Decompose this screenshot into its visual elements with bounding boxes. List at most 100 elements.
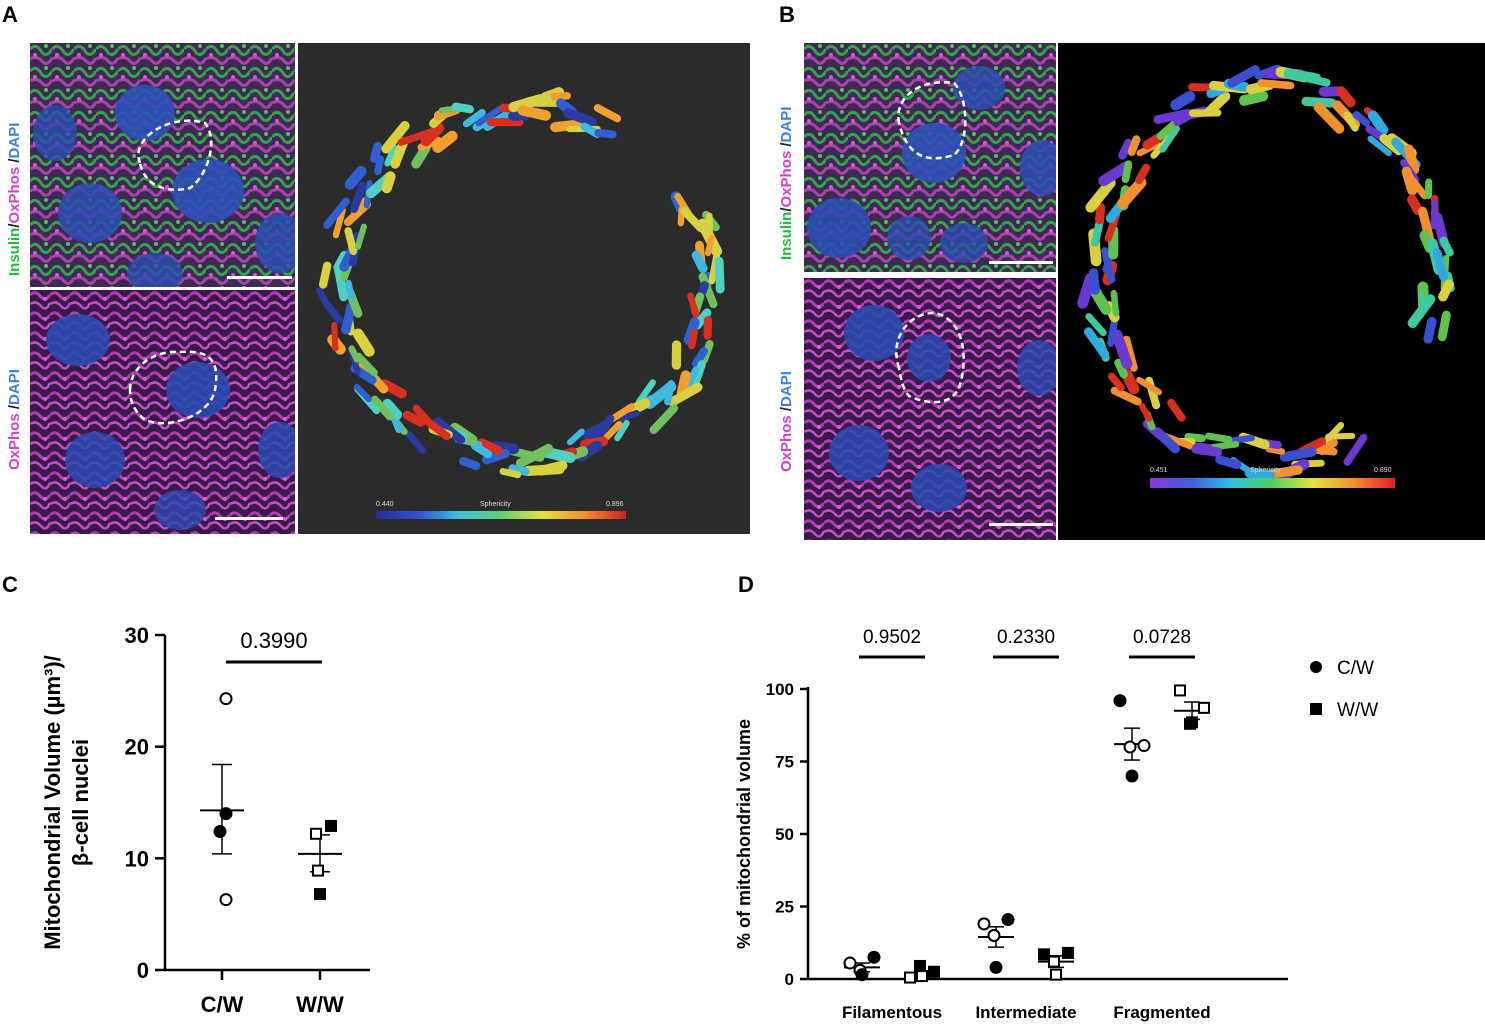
mitochondrion-shape xyxy=(1184,433,1206,443)
mitochondrion-shape xyxy=(341,301,357,335)
mitochondrion-shape xyxy=(1111,329,1133,370)
y-tick-label: 30 xyxy=(125,623,149,648)
mitochondrion-shape xyxy=(349,181,367,214)
mitochondrion-shape xyxy=(1098,161,1133,187)
mitochondrion-shape xyxy=(1343,433,1368,466)
mitochondrion-shape xyxy=(691,250,708,274)
x-tick-label: Fragmented xyxy=(1113,1003,1210,1022)
colorbar-title: Sphericity xyxy=(480,501,511,508)
mitochondrion-shape xyxy=(405,431,426,454)
panel-a-bottom-stain-label: OxPhos /DAPI xyxy=(6,369,23,470)
mitochondrion-shape xyxy=(1257,79,1295,90)
data-point xyxy=(219,692,233,706)
mitochondrion-shape xyxy=(344,227,358,256)
mitochondrion-shape xyxy=(1266,465,1303,479)
mitochondrion-shape xyxy=(1343,111,1359,132)
panel-a-top-image xyxy=(30,43,295,287)
p-value-label: 0.2330 xyxy=(997,627,1055,648)
p-value-label: 0.3990 xyxy=(240,628,307,653)
data-point xyxy=(1186,716,1198,729)
mitochondrion-shape xyxy=(618,410,640,422)
data-point xyxy=(1038,948,1050,961)
mitochondrion-shape xyxy=(475,105,504,127)
sphericity-colorbar xyxy=(1150,478,1395,488)
y-tick-label: 25 xyxy=(775,898,794,917)
data-point xyxy=(867,950,881,964)
panel-c-chart: 0 10 20 30 C/W W/W Mitochondrial Volume (µm³)/… xyxy=(40,623,370,1017)
data-point xyxy=(1174,684,1186,697)
mitochondrion-shape xyxy=(563,108,597,127)
mitochondrion-shape xyxy=(316,287,332,311)
mitochondrion-shape xyxy=(1167,398,1186,422)
mitochondrion-shape xyxy=(1122,335,1138,372)
mitochondrion-shape xyxy=(1085,313,1107,337)
mitochondrion-shape xyxy=(1084,327,1110,359)
mitochondrion-shape xyxy=(1121,160,1133,184)
mitochondrion-shape xyxy=(1225,434,1255,445)
panel-b-top-stain-label: Insulin/OxPhos /DAPI xyxy=(778,106,795,260)
sphericity-colorbar xyxy=(376,511,626,519)
mitochondrion-shape xyxy=(477,438,503,455)
mitochondrion-shape xyxy=(1088,268,1100,295)
mitochondrion-shape xyxy=(1077,272,1096,309)
colorbar-max: 0.896 xyxy=(606,501,624,508)
mitochondrion-shape xyxy=(348,345,361,363)
mitochondrion-shape xyxy=(1127,135,1141,156)
panel-a-mitochondria-ring xyxy=(316,87,725,479)
mitochondrion-shape xyxy=(1439,236,1454,257)
mitochondrion-shape xyxy=(333,264,348,302)
mitochondrion-shape xyxy=(1215,455,1242,469)
mitochondrion-shape xyxy=(459,457,481,471)
mitochondrion-shape xyxy=(582,420,611,440)
mitochondrion-shape xyxy=(390,137,409,169)
panel-b-bottom-image xyxy=(804,278,1056,540)
mitochondrion-shape xyxy=(462,108,486,128)
panel-a-bottom-micrograph xyxy=(30,290,295,534)
mitochondrion-shape xyxy=(676,370,691,398)
data-point xyxy=(1198,701,1210,714)
data-point xyxy=(916,970,928,983)
mitochondrion-shape xyxy=(1110,386,1142,406)
mitochondrion-shape xyxy=(1313,102,1345,134)
mitochondrion-shape xyxy=(1407,194,1423,215)
mitochondrion-shape xyxy=(1405,172,1429,200)
mitochondrion-shape xyxy=(1205,432,1233,443)
legend-marker xyxy=(1310,703,1322,715)
data-point xyxy=(928,965,940,978)
data-point xyxy=(325,819,337,832)
mitochondrion-shape xyxy=(1121,369,1140,395)
colorbar-title: Sphericity xyxy=(1250,467,1281,474)
panel-b-top-image xyxy=(804,43,1056,272)
mitochondrion-shape xyxy=(522,464,565,477)
y-tick-label: 50 xyxy=(775,825,794,844)
mitochondrion-shape xyxy=(1186,441,1213,452)
data-point xyxy=(1123,740,1137,754)
x-tick-label: C/W xyxy=(201,992,244,1017)
mitochondrion-shape xyxy=(381,171,396,194)
mitochondrion-shape xyxy=(381,120,410,154)
panel-b-3d-render: 0.451 Sphericity 0.890 xyxy=(1058,43,1485,540)
mitochondrion-shape xyxy=(470,441,493,459)
mitochondrion-shape xyxy=(691,347,708,368)
mitochondrion-shape xyxy=(567,428,585,446)
y-tick-label: 20 xyxy=(125,735,149,760)
panel-a-bottom-image xyxy=(30,290,295,534)
scale-bar xyxy=(215,517,283,520)
mitochondrion-shape xyxy=(323,197,350,229)
mitochondrion-shape xyxy=(345,279,355,301)
mitochondrion-shape xyxy=(704,234,715,257)
mitochondrion-shape xyxy=(352,328,375,357)
mitochondrion-shape xyxy=(420,122,445,147)
panel-b-top-micrograph xyxy=(804,43,1056,272)
mitochondrion-shape xyxy=(1303,74,1331,87)
data-point xyxy=(219,893,233,907)
p-value-label: 0.0728 xyxy=(1133,627,1191,648)
mitochondrion-shape xyxy=(1279,447,1317,462)
mitochondrion-shape xyxy=(382,398,403,420)
mitochondrion-shape xyxy=(331,322,339,352)
panel-a-top-stain-label: Insulin/OxPhos /DAPI xyxy=(6,122,23,276)
scale-bar xyxy=(989,261,1053,264)
y-tick-label: 10 xyxy=(125,846,149,871)
x-tick-label: W/W xyxy=(296,992,344,1017)
data-point xyxy=(213,825,227,839)
